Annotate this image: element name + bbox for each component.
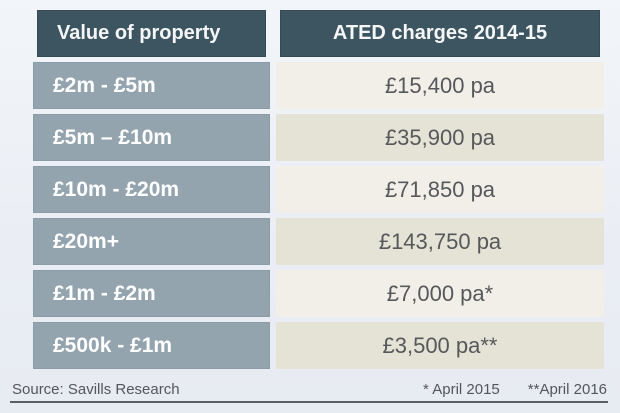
footnote-april-2015: * April 2015 <box>423 381 500 398</box>
charge-cell: £35,900 pa <box>276 114 604 161</box>
footnote-april-2016: **April 2016 <box>527 381 607 398</box>
property-band-cell: £1m - £2m <box>33 270 270 317</box>
footer-divider <box>10 401 608 403</box>
header-value-of-property: Value of property <box>37 10 266 57</box>
charge-cell: £7,000 pa* <box>276 270 604 317</box>
charge-cell: £15,400 pa <box>276 62 604 109</box>
charge-cell: £71,850 pa <box>276 166 604 213</box>
property-band-cell: £10m - £20m <box>33 166 270 213</box>
property-band-cell: £2m - £5m <box>33 62 270 109</box>
property-band-cell: £20m+ <box>33 218 270 265</box>
ated-charges-table: Value of property ATED charges 2014-15 £… <box>33 10 604 369</box>
charge-cell: £143,750 pa <box>276 218 604 265</box>
property-band-cell: £500k - £1m <box>33 322 270 369</box>
source-credit: Source: Savills Research <box>12 381 180 398</box>
footnotes: * April 2015 **April 2016 <box>423 381 607 398</box>
charge-cell: £3,500 pa** <box>276 322 604 369</box>
property-band-cell: £5m – £10m <box>33 114 270 161</box>
header-ated-charges: ATED charges 2014-15 <box>280 10 600 57</box>
